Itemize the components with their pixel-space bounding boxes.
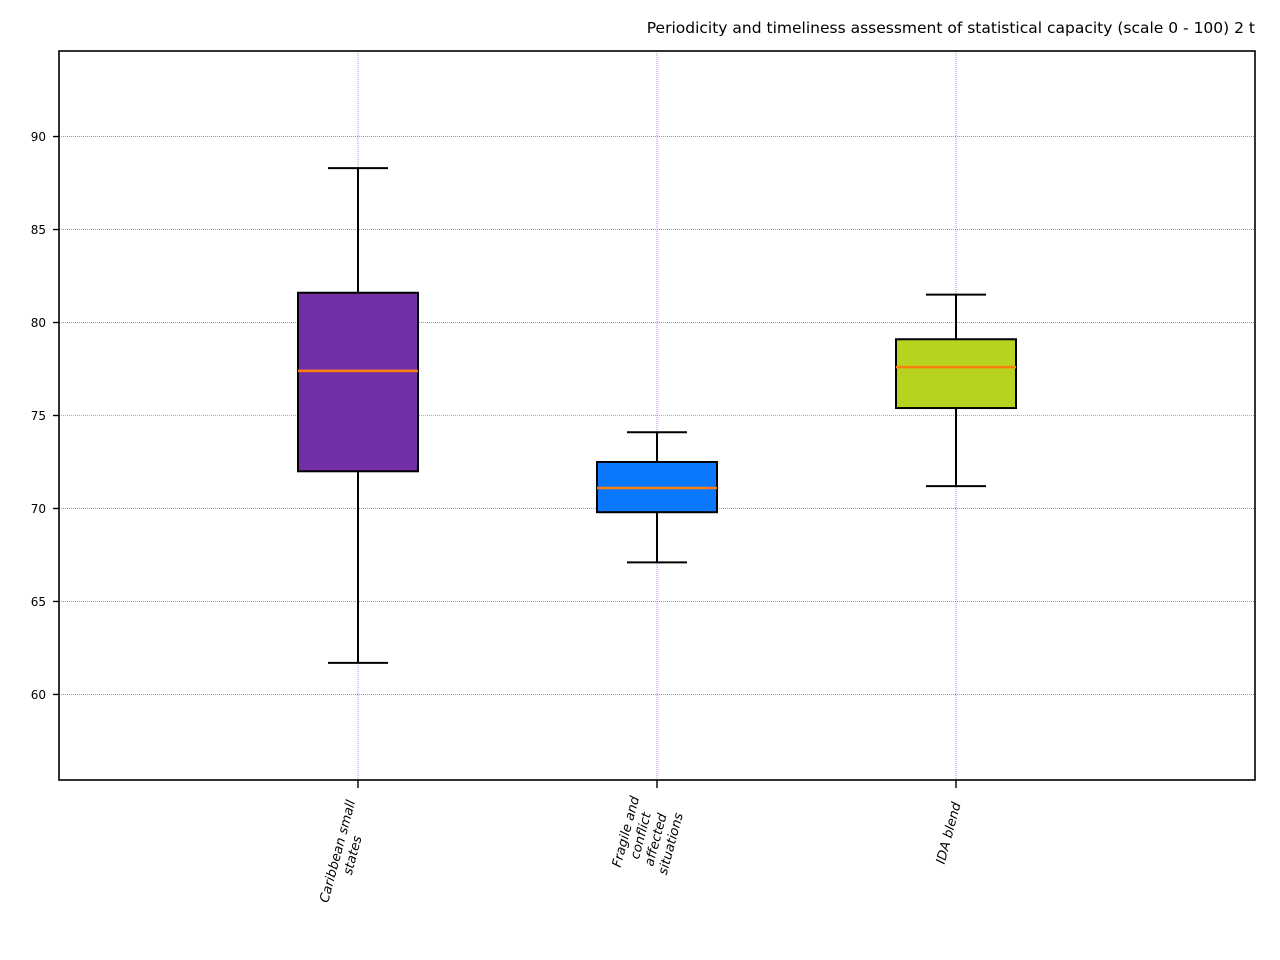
y-tick-label: 85: [31, 223, 46, 237]
y-tick-label: 60: [31, 688, 46, 702]
grid-lines: [59, 51, 1255, 780]
chart-title: Periodicity and timeliness assessment of…: [647, 19, 1255, 37]
y-tick-label: 65: [31, 595, 46, 609]
y-tick-label: 80: [31, 316, 46, 330]
x-tick-label: Caribbean smallstates: [317, 798, 374, 908]
box-group: [596, 431, 718, 564]
boxes: [297, 167, 1017, 664]
box-group: [895, 293, 1017, 488]
y-tick-label: 75: [31, 409, 46, 423]
box-group: [297, 167, 419, 664]
box-iqr: [297, 291, 419, 473]
x-tick-label: IDA blend: [934, 800, 965, 866]
y-tick-label: 90: [31, 130, 46, 144]
x-tick-label-line: IDA blend: [934, 800, 965, 866]
x-tick-label: Fragile andconflictaffectedsituations: [610, 794, 688, 881]
box-iqr: [895, 338, 1017, 410]
y-tick-label: 70: [31, 502, 46, 516]
